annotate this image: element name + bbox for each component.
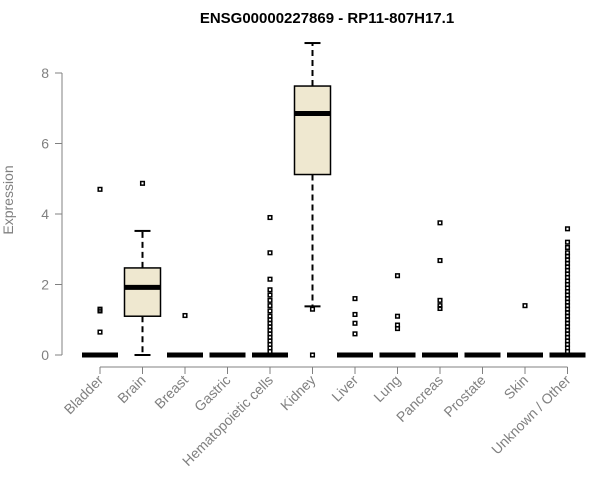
x-tick-label: Breast [151,372,191,412]
box-group-kidney [293,42,332,358]
x-tick-label: Pancreas [393,372,446,425]
box-group-pancreas [422,220,458,358]
box-group-hematopoietic-cells [252,214,288,358]
box [293,85,332,176]
x-tick-label: Unknown / Other [488,372,574,458]
outlier-point [352,320,358,326]
outlier-point [267,287,273,293]
box-group-bladder [82,186,118,358]
outlier-point [309,306,316,312]
y-tick-label: 4 [41,206,49,222]
outlier-point [437,257,443,264]
outlier-point [352,331,358,337]
y-axis-label: Expression [0,165,16,234]
outlier-point [97,308,103,314]
outlier-point [437,303,443,309]
outlier-point [267,214,273,221]
box-group-breast [167,312,203,358]
outlier-point [139,180,146,186]
outlier-point [309,352,316,358]
x-tick-label: Lung [370,372,403,405]
x-tick-label: Bladder [61,372,107,418]
y-tick-label: 2 [41,277,49,293]
outlier-point [267,250,273,256]
outlier-point [267,303,273,309]
x-tick-label: Kidney [277,372,319,414]
x-tick-label: Prostate [440,372,488,420]
y-tick-label: 6 [41,136,49,152]
outlier-point [437,220,443,226]
outlier-point [564,239,571,245]
outlier-point [182,312,188,319]
box-group-liver [337,296,373,358]
outlier-point [394,313,401,319]
outlier-point [267,297,273,303]
outlier-point [394,273,401,279]
outlier-point [267,292,273,298]
box [123,267,162,317]
box-group-skin [507,303,543,358]
outlier-point [564,348,571,355]
outlier-point [394,326,401,332]
x-tick-label: Skin [501,372,532,403]
box-group-lung [379,273,416,358]
y-axis: 0 2 4 6 8 [41,65,63,363]
x-tick-label: Brain [114,372,148,406]
outlier-point [564,226,571,232]
outlier-point [352,296,358,302]
outlier-point [522,303,528,309]
box-group-unknown-other [549,226,586,358]
chart-title: ENSG00000227869 - RP11-807H17.1 [200,10,454,27]
x-tick-label: Liver [328,372,361,405]
outlier-point [267,308,273,314]
y-tick-label: 8 [41,65,49,81]
plot-area [82,42,586,358]
outlier-point [352,311,358,318]
outlier-point [97,186,103,192]
outlier-point [564,244,571,251]
outlier-point [97,329,103,335]
y-tick-label: 0 [41,347,49,363]
box-group-brain [123,180,162,356]
outlier-point [267,276,273,282]
outlier-point [437,305,443,312]
outlier-point [267,348,273,355]
outlier-point [437,297,443,303]
